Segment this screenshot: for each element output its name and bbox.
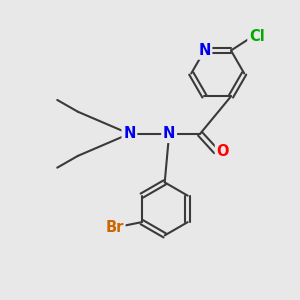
Text: N: N	[198, 43, 211, 58]
Text: O: O	[217, 144, 229, 159]
Text: N: N	[163, 126, 175, 141]
Text: Cl: Cl	[249, 28, 265, 44]
Text: Br: Br	[106, 220, 124, 235]
Text: N: N	[123, 126, 136, 141]
